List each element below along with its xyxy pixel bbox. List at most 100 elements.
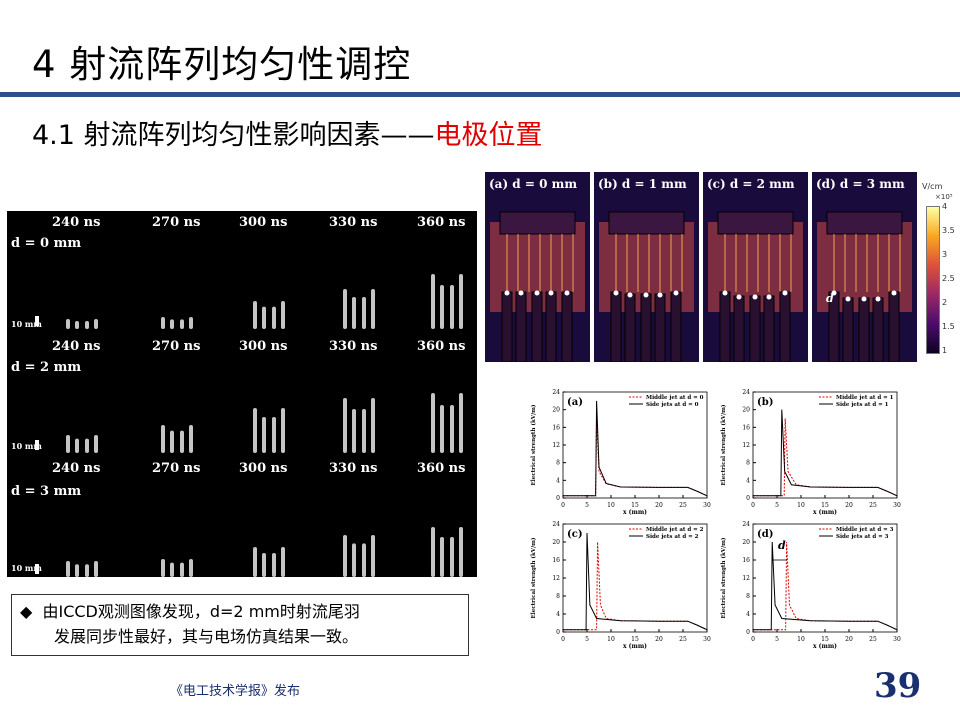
jet-glow: [272, 417, 276, 453]
sim-panel-label: (d) d = 3 mm: [816, 177, 905, 191]
tip: [657, 292, 663, 298]
y-tick-label: 4: [556, 611, 560, 618]
y-tick-label: 0: [746, 629, 750, 636]
tip: [766, 294, 772, 300]
tube: [763, 295, 775, 362]
series-line: [753, 541, 898, 631]
top-electrode: [608, 211, 685, 235]
time-label: 240 ns: [52, 461, 101, 476]
tube: [531, 291, 543, 362]
y-tick-label: 4: [746, 611, 750, 618]
jet-glow: [343, 398, 347, 453]
jet-glow: [459, 527, 463, 577]
time-label: 360 ns: [417, 215, 466, 230]
jet-glow: [161, 559, 165, 577]
source-footer: 《电工技术学报》发布: [170, 684, 301, 699]
tube: [640, 293, 652, 362]
colorbar-tick: 4: [942, 202, 948, 211]
jet-glow: [85, 321, 89, 329]
panel-label: (d): [757, 529, 773, 540]
field-map: [594, 172, 699, 362]
x-tick-label: 15: [631, 502, 639, 509]
field-strength-plot-b: 0 5 10 15 20 25 30 0 4 8 12 16 20 24 x (mm) Electrical …: [715, 386, 905, 516]
y-tick-label: 16: [742, 424, 750, 431]
tube: [561, 291, 573, 362]
time-label: 300 ns: [239, 339, 288, 354]
x-axis-label: x (mm): [623, 643, 647, 650]
x-tick-label: 25: [869, 502, 877, 509]
legend-label: Side jets at d = 0: [646, 402, 699, 408]
jet-glow: [371, 289, 375, 329]
scale-label: 10 mm: [11, 319, 42, 329]
jet-glow: [272, 553, 276, 577]
legend-label: Middle jet at d = 1: [836, 395, 894, 401]
colorbar-exponent: ×10⁵: [935, 193, 953, 201]
x-tick-label: 30: [703, 502, 711, 509]
y-tick-label: 24: [742, 521, 750, 528]
subtitle-main: 4.1 射流阵列均匀性影响因素——: [32, 120, 435, 151]
jet-glow: [281, 408, 285, 453]
y-tick-label: 24: [552, 389, 560, 396]
tip: [875, 296, 881, 302]
y-axis-label: Electrical strength (kV/m): [720, 537, 727, 618]
field-map: [812, 172, 917, 362]
bullet-icon: ◆: [20, 602, 33, 621]
series-line: [753, 409, 898, 497]
jet-glow: [362, 543, 366, 577]
time-label: 270 ns: [152, 339, 201, 354]
x-tick-label: 10: [797, 502, 805, 509]
jet-glow: [189, 425, 193, 453]
tube: [858, 297, 870, 362]
scale-bar: [35, 440, 39, 450]
sim-panel-label: (c) d = 2 mm: [707, 177, 795, 191]
tube: [872, 297, 884, 362]
jet-glow: [189, 559, 193, 577]
tube: [733, 295, 745, 362]
jet-glow: [281, 301, 285, 329]
time-label: 330 ns: [329, 215, 378, 230]
tube: [888, 291, 900, 362]
series-line: [753, 418, 898, 497]
y-tick-label: 0: [556, 629, 560, 636]
title-divider: [0, 92, 960, 97]
tip: [752, 294, 758, 300]
tip: [831, 290, 837, 296]
jet-glow: [85, 564, 89, 577]
tube: [719, 291, 731, 362]
x-tick-label: 10: [607, 636, 615, 643]
scale-label: 10 mm: [11, 563, 42, 573]
y-axis-label: Electrical strength (kV/m): [530, 537, 537, 618]
row-label: d = 3 mm: [11, 484, 82, 499]
x-tick-label: 5: [585, 502, 589, 509]
y-tick-label: 8: [556, 593, 560, 600]
jet-glow: [352, 409, 356, 453]
y-tick-label: 0: [556, 495, 560, 502]
panel-label: (a): [567, 397, 583, 408]
jet-glow: [431, 393, 435, 453]
jet-glow: [75, 438, 79, 453]
note-line-2: 发展同步性最好，其与电场仿真结果一致。: [54, 627, 359, 646]
tip: [504, 290, 510, 296]
tip: [643, 292, 649, 298]
x-tick-label: 5: [585, 636, 589, 643]
jet-glow: [161, 317, 165, 329]
top-electrode: [826, 211, 903, 235]
jet-glow: [352, 543, 356, 577]
y-tick-label: 12: [552, 442, 560, 449]
jet-glow: [66, 561, 70, 577]
y-tick-label: 4: [746, 477, 750, 484]
x-tick-label: 0: [751, 636, 755, 643]
tip: [627, 292, 633, 298]
time-label: 300 ns: [239, 215, 288, 230]
iccd-image-panel: 240 ns 270 ns 300 ns 330 ns 360 ns d = 0…: [7, 211, 477, 577]
jet-glow: [161, 425, 165, 453]
tube: [610, 291, 622, 362]
jet-glow: [262, 417, 266, 453]
jet-glow: [94, 435, 98, 453]
conclusion-note: ◆ 由ICCD观测图像发现，d=2 mm时射流尾羽 发展同步性最好，其与电场仿真…: [11, 594, 469, 656]
jet-glow: [253, 547, 257, 577]
y-tick-label: 20: [742, 407, 750, 414]
x-tick-label: 20: [655, 636, 663, 643]
jet-glow: [66, 435, 70, 453]
d-marker: d: [826, 292, 834, 305]
